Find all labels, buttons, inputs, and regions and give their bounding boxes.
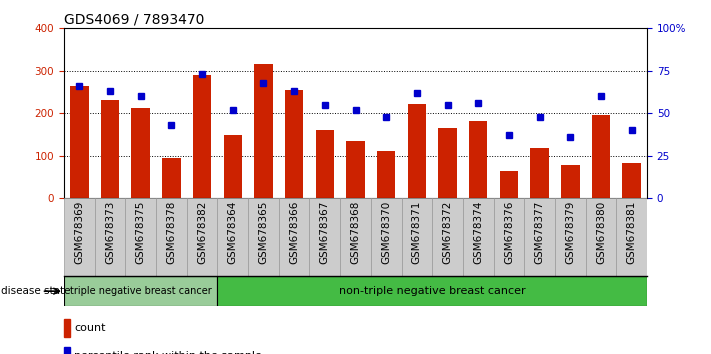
Bar (132, 108, 150, 198)
Bar (407, 104, 426, 198)
Bar (316, 130, 334, 198)
Text: GSM678377: GSM678377 (535, 201, 545, 264)
Text: GSM678368: GSM678368 (351, 201, 360, 264)
Bar (309, 198, 340, 276)
Text: GSM678376: GSM678376 (504, 201, 514, 264)
Text: GSM678366: GSM678366 (289, 201, 299, 264)
Bar (125, 198, 156, 276)
Text: GSM678370: GSM678370 (381, 201, 391, 264)
Bar (402, 198, 432, 276)
Text: GSM678369: GSM678369 (75, 201, 85, 264)
Bar (586, 198, 616, 276)
Text: count: count (74, 323, 106, 333)
Bar (561, 165, 579, 198)
Bar (218, 276, 647, 306)
Bar (64, 276, 218, 306)
Bar (279, 198, 309, 276)
Bar (218, 198, 248, 276)
Text: GSM678374: GSM678374 (474, 201, 483, 264)
Text: GSM678379: GSM678379 (565, 201, 575, 264)
Bar (64, 198, 95, 276)
Bar (248, 198, 279, 276)
Text: percentile rank within the sample: percentile rank within the sample (74, 351, 262, 354)
Bar (463, 198, 493, 276)
Bar (622, 164, 641, 198)
Bar (255, 64, 272, 198)
Bar (193, 75, 211, 198)
Text: GSM678373: GSM678373 (105, 201, 115, 264)
Bar (95, 198, 125, 276)
Bar (64, 319, 70, 337)
Text: GSM678372: GSM678372 (442, 201, 453, 264)
Bar (469, 121, 488, 198)
Bar (432, 198, 463, 276)
Bar (371, 198, 402, 276)
Bar (64, 347, 70, 354)
Text: GSM678381: GSM678381 (626, 201, 636, 264)
Text: GSM678375: GSM678375 (136, 201, 146, 264)
Text: GSM678367: GSM678367 (320, 201, 330, 264)
Text: GSM678371: GSM678371 (412, 201, 422, 264)
Bar (524, 198, 555, 276)
Text: GSM678365: GSM678365 (258, 201, 269, 264)
Bar (377, 151, 395, 198)
Bar (346, 141, 365, 198)
Text: GSM678382: GSM678382 (197, 201, 207, 264)
Text: disease state: disease state (1, 286, 70, 296)
Text: triple negative breast cancer: triple negative breast cancer (70, 286, 212, 296)
Bar (493, 198, 524, 276)
Bar (340, 198, 371, 276)
Text: GDS4069 / 7893470: GDS4069 / 7893470 (64, 12, 204, 27)
Bar (439, 128, 456, 198)
Bar (555, 198, 586, 276)
Text: non-triple negative breast cancer: non-triple negative breast cancer (339, 286, 525, 296)
Text: GSM678380: GSM678380 (596, 201, 606, 264)
Text: GSM678378: GSM678378 (166, 201, 176, 264)
Bar (187, 198, 218, 276)
Bar (530, 148, 549, 198)
Bar (616, 198, 647, 276)
Text: GSM678364: GSM678364 (228, 201, 237, 264)
Bar (285, 90, 304, 198)
Bar (223, 135, 242, 198)
Bar (592, 115, 610, 198)
Bar (70, 86, 89, 198)
Bar (156, 198, 187, 276)
Bar (500, 171, 518, 198)
Bar (162, 158, 181, 198)
Bar (101, 100, 119, 198)
